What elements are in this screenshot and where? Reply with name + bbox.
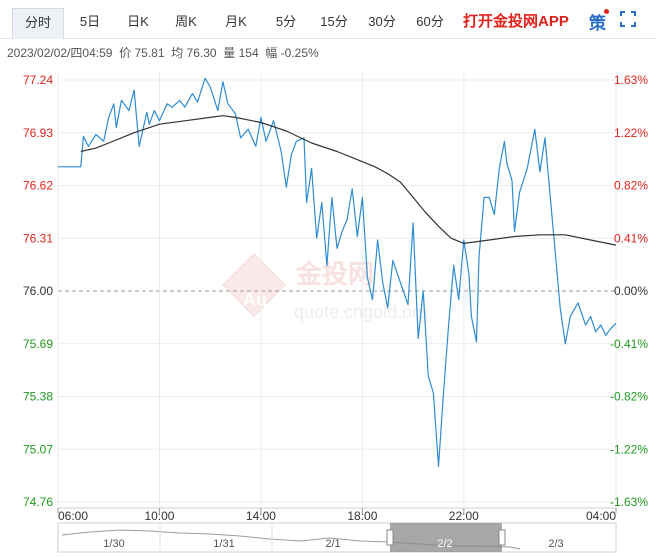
time-axis: 06:00 10:00 14:00 18:00 22:00 04:00 xyxy=(57,508,617,523)
y-tick-label: 76.62 xyxy=(23,179,53,193)
y-tick-label: 75.07 xyxy=(23,442,53,456)
tab-60-min[interactable]: 60分 xyxy=(416,14,444,29)
watermark-brand: 金投网 xyxy=(295,259,374,289)
pct-tick-label: 0.00% xyxy=(614,284,648,298)
avg-value: 76.30 xyxy=(186,46,217,60)
overview-date: 2/1 xyxy=(325,538,340,550)
series-layer xyxy=(58,77,617,467)
tab-weekly-k[interactable]: 周K xyxy=(175,14,197,29)
overview-date: 1/31 xyxy=(213,538,234,550)
watermark-site: quote.cngold.org xyxy=(294,302,428,322)
tab-30-min[interactable]: 30分 xyxy=(368,14,396,29)
pct-tick-label: -1.22% xyxy=(610,442,648,456)
pct-tick-label: -0.41% xyxy=(610,337,648,351)
x-tick-label: 04:00 xyxy=(586,509,616,523)
open-app-link[interactable]: 打开金投网APP xyxy=(463,13,569,30)
price-axis: 77.24 76.93 76.62 76.31 76.00 75.69 75.38 75.07… xyxy=(23,73,53,509)
x-tick-label: 10:00 xyxy=(144,509,174,523)
overview-navigator[interactable]: 1/30 1/31 2/1 2/2 2/3 xyxy=(57,522,617,553)
x-tick-label: 18:00 xyxy=(347,509,377,523)
x-tick-label: 06:00 xyxy=(58,509,88,523)
overview-selected-window[interactable] xyxy=(390,523,502,552)
overview-date: 1/30 xyxy=(103,538,124,550)
quote-info-row: 2023/02/02/四04:59 价 75.81 均 76.30 量 154 … xyxy=(7,44,319,61)
price-value: 75.81 xyxy=(134,46,165,60)
y-tick-label: 76.31 xyxy=(23,231,53,245)
tab-daily-k[interactable]: 日K xyxy=(127,14,149,29)
pct-tick-label: 0.82% xyxy=(614,179,648,193)
change-label: 幅 xyxy=(265,46,278,60)
x-tick-label: 22:00 xyxy=(449,509,479,523)
x-tick-label: 14:00 xyxy=(246,509,276,523)
grid-layer xyxy=(57,72,617,509)
pct-tick-label: 1.22% xyxy=(614,126,648,140)
pct-tick-label: 0.41% xyxy=(614,231,648,245)
volume-value: 154 xyxy=(238,46,259,60)
y-tick-label: 77.24 xyxy=(23,73,53,87)
y-tick-label: 75.69 xyxy=(23,337,53,351)
notification-dot xyxy=(604,9,609,14)
overview-left-handle[interactable] xyxy=(386,529,394,546)
pct-tick-label: -1.63% xyxy=(610,495,648,509)
y-tick-label: 76.93 xyxy=(23,126,53,140)
quote-date: 2023/02/02/四04:59 xyxy=(7,46,113,60)
pct-tick-label: -0.82% xyxy=(610,390,648,404)
y-tick-label: 75.38 xyxy=(23,390,53,404)
tab-15-min[interactable]: 15分 xyxy=(320,14,348,29)
tab-5-day[interactable]: 5日 xyxy=(79,14,101,29)
fullscreen-icon[interactable] xyxy=(620,11,636,27)
period-tab-bar: 分时 5日 日K 周K 月K 5分 15分 30分 60分 打开金投网APP 策 xyxy=(0,0,656,39)
y-tick-label: 74.76 xyxy=(23,495,53,509)
change-value: -0.25% xyxy=(280,46,319,60)
percent-axis: 1.63% 1.22% 0.82% 0.41% 0.00% -0.41% -0.82% -1.… xyxy=(610,73,648,509)
volume-label: 量 xyxy=(223,46,236,60)
avg-label: 均 xyxy=(171,46,184,60)
pct-tick-label: 1.63% xyxy=(614,73,648,87)
overview-date: 2/2 xyxy=(437,538,452,550)
tab-monthly-k[interactable]: 月K xyxy=(225,14,247,29)
overview-frame xyxy=(57,522,617,553)
price-line xyxy=(58,77,617,467)
strategy-button[interactable]: 策 xyxy=(589,14,606,33)
tab-5-min[interactable]: 5分 xyxy=(275,14,297,29)
watermark: Au 金投网 quote.cngold.org xyxy=(222,253,428,322)
overview-date: 2/3 xyxy=(548,538,563,550)
overview-right-handle[interactable] xyxy=(498,529,506,546)
price-label: 价 xyxy=(119,46,132,60)
y-tick-label: 76.00 xyxy=(23,284,53,298)
average-line xyxy=(80,115,617,246)
tab-intraday[interactable]: 分时 xyxy=(12,8,64,39)
watermark-badge: Au xyxy=(243,290,267,310)
